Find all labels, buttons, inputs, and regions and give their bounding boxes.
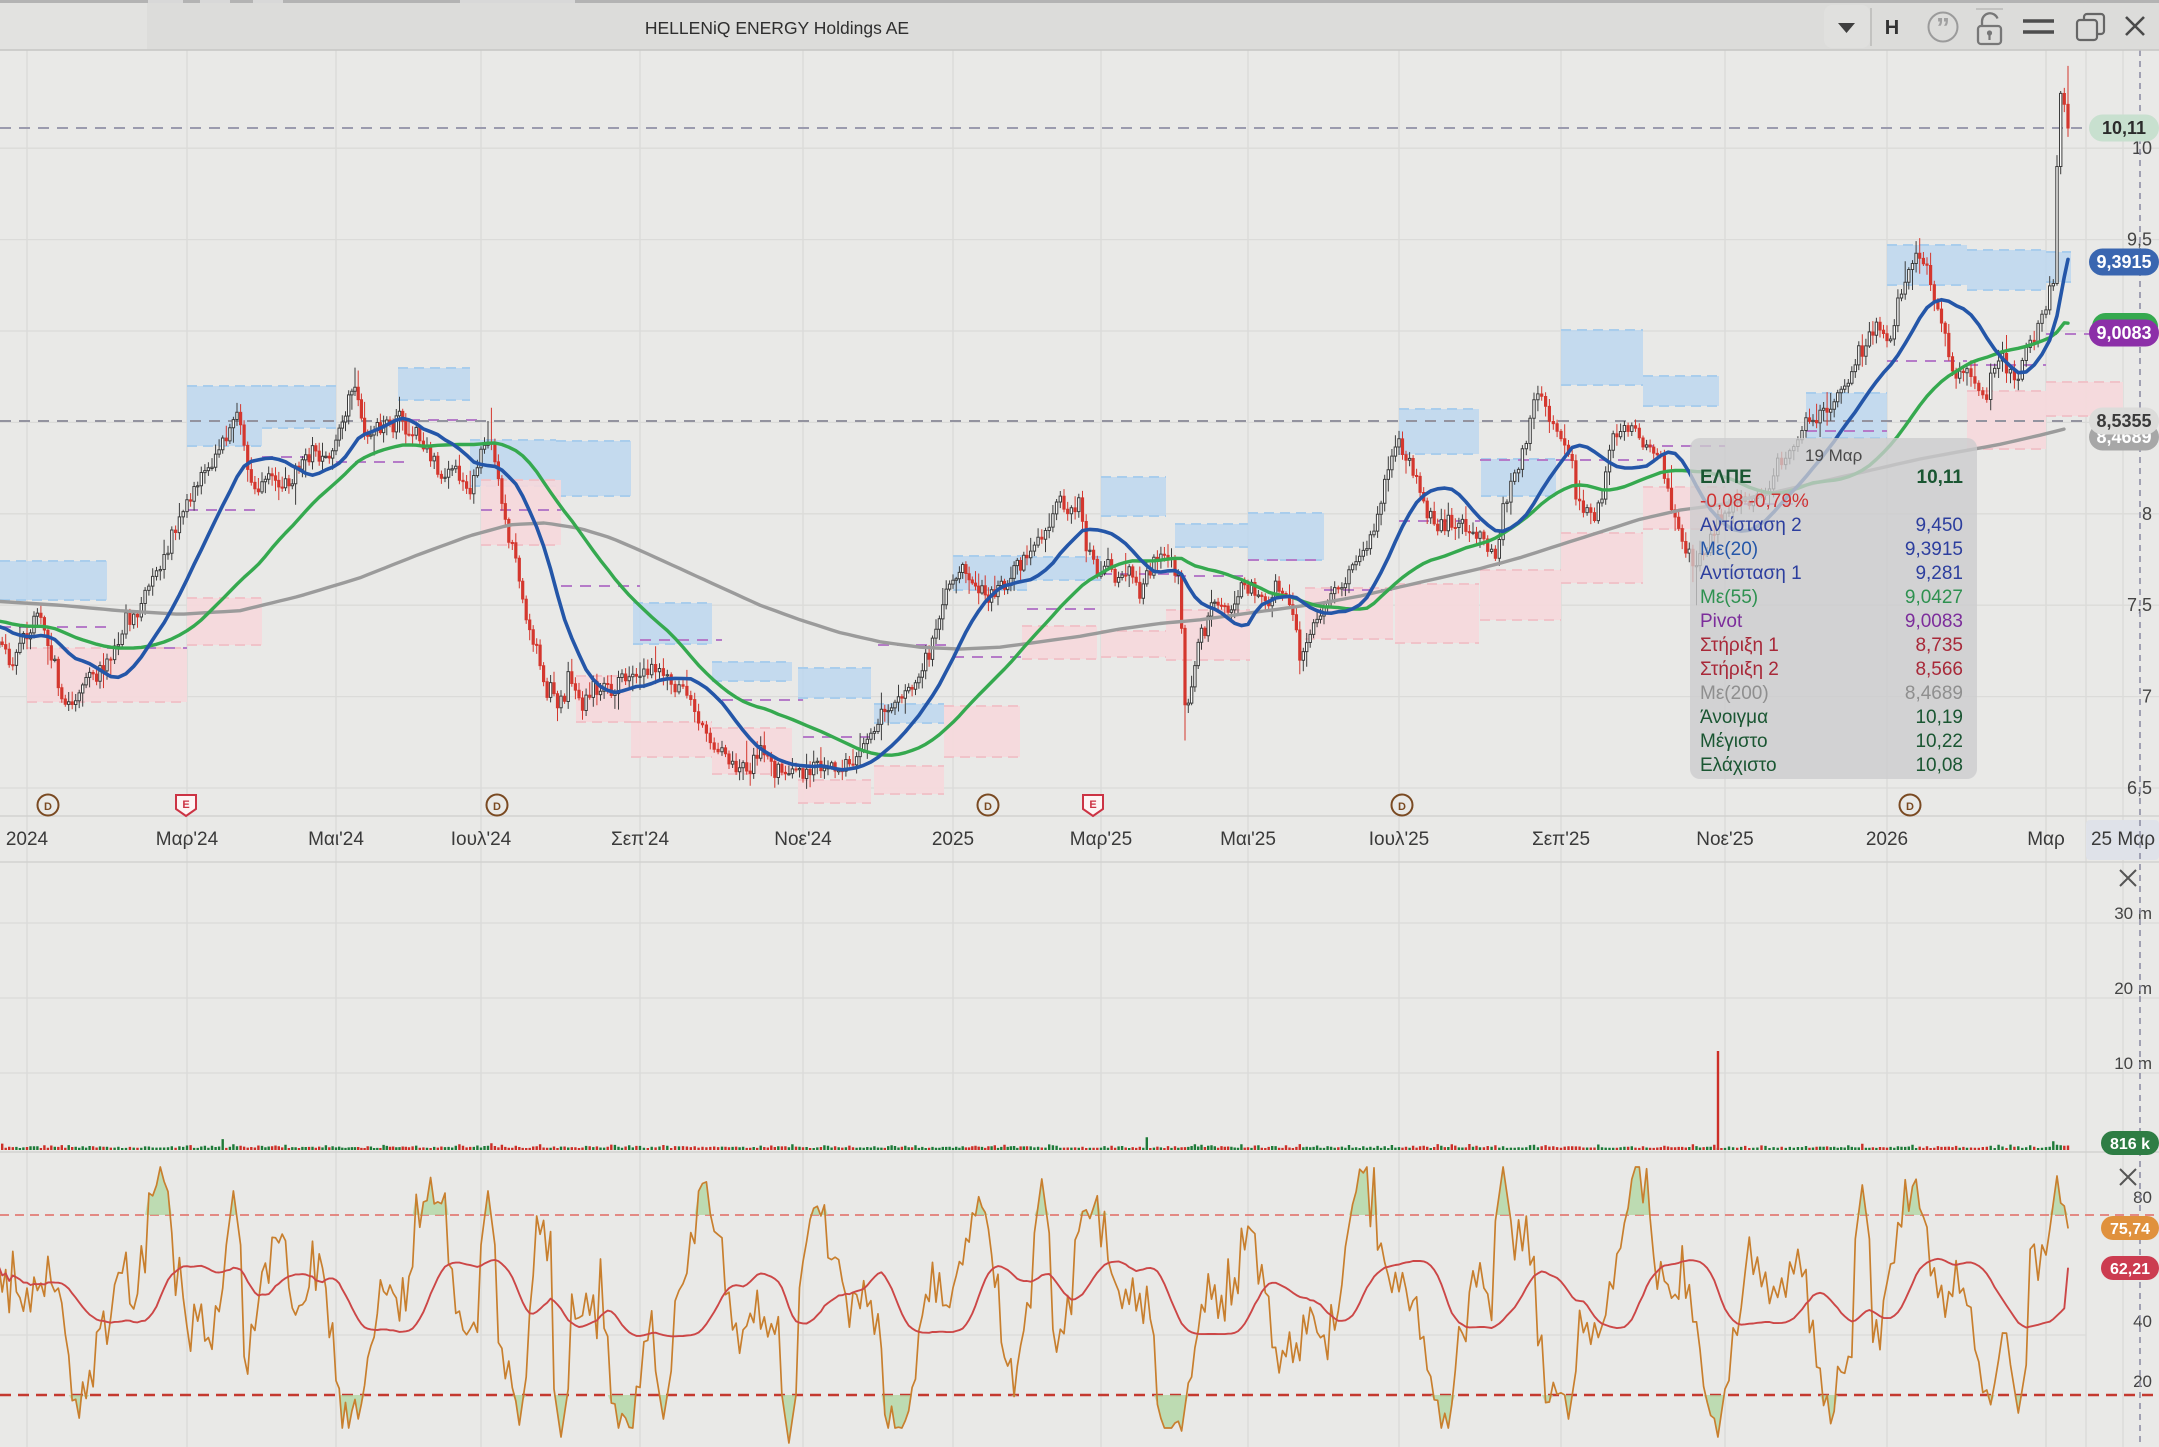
svg-text:Με(200): Με(200) bbox=[1700, 683, 1769, 704]
svg-text:62,21: 62,21 bbox=[2110, 1261, 2150, 1278]
svg-text:19 Μαρ: 19 Μαρ bbox=[1805, 446, 1862, 465]
svg-text:D: D bbox=[1906, 801, 1914, 813]
svg-text:”: ” bbox=[1936, 12, 1950, 43]
svg-text:Pivot: Pivot bbox=[1700, 611, 1743, 632]
svg-text:8,735: 8,735 bbox=[1915, 635, 1963, 656]
svg-text:Ελάχιστο: Ελάχιστο bbox=[1700, 755, 1777, 776]
svg-text:30 m: 30 m bbox=[2114, 904, 2152, 923]
svg-text:Μαρ'24: Μαρ'24 bbox=[156, 829, 219, 850]
svg-text:-0,08 -0,79%: -0,08 -0,79% bbox=[1700, 491, 1809, 512]
svg-text:816 k: 816 k bbox=[2110, 1136, 2150, 1153]
svg-text:10,22: 10,22 bbox=[1915, 731, 1963, 752]
svg-text:8,5355: 8,5355 bbox=[2096, 411, 2151, 431]
svg-text:80: 80 bbox=[2133, 1188, 2152, 1207]
svg-text:Με(55): Με(55) bbox=[1700, 587, 1758, 608]
svg-text:9,281: 9,281 bbox=[1915, 563, 1963, 584]
svg-text:40: 40 bbox=[2133, 1312, 2152, 1331]
svg-text:Μέγιστο: Μέγιστο bbox=[1700, 731, 1768, 752]
svg-text:7: 7 bbox=[2142, 687, 2152, 707]
svg-text:Σεπ'24: Σεπ'24 bbox=[611, 829, 670, 850]
svg-text:9,0083: 9,0083 bbox=[1905, 611, 1963, 632]
svg-text:10: 10 bbox=[2132, 138, 2152, 158]
svg-text:Άνοιγμα: Άνοιγμα bbox=[1700, 707, 1768, 728]
svg-text:Μαρ: Μαρ bbox=[2027, 829, 2065, 850]
svg-text:ΕΛΠΕ: ΕΛΠΕ bbox=[1700, 467, 1752, 488]
svg-text:Μαι'24: Μαι'24 bbox=[308, 829, 364, 850]
svg-text:D: D bbox=[44, 801, 52, 813]
svg-text:D: D bbox=[493, 801, 501, 813]
svg-text:10,11: 10,11 bbox=[1917, 467, 1964, 488]
svg-text:D: D bbox=[984, 801, 992, 813]
svg-text:8,4689: 8,4689 bbox=[1905, 683, 1963, 704]
svg-text:75,74: 75,74 bbox=[2110, 1221, 2150, 1238]
svg-text:10,08: 10,08 bbox=[1915, 755, 1963, 776]
svg-text:10,11: 10,11 bbox=[2102, 118, 2146, 138]
svg-text:Ιουλ'24: Ιουλ'24 bbox=[451, 829, 512, 850]
svg-text:H: H bbox=[1885, 17, 1899, 39]
svg-text:9,3915: 9,3915 bbox=[2096, 252, 2151, 272]
svg-text:Σεπ'25: Σεπ'25 bbox=[1532, 829, 1590, 850]
svg-text:E: E bbox=[1089, 799, 1096, 811]
svg-text:Μαρ'25: Μαρ'25 bbox=[1070, 829, 1132, 850]
svg-text:Στήριξη 2: Στήριξη 2 bbox=[1700, 659, 1779, 680]
svg-text:10,19: 10,19 bbox=[1915, 707, 1963, 728]
svg-text:9,3915: 9,3915 bbox=[1905, 539, 1963, 560]
svg-text:2026: 2026 bbox=[1866, 829, 1908, 850]
svg-text:D: D bbox=[1398, 801, 1406, 813]
svg-text:Νοε'24: Νοε'24 bbox=[774, 829, 832, 850]
svg-text:Αντίσταση 1: Αντίσταση 1 bbox=[1700, 563, 1802, 584]
svg-text:8,566: 8,566 bbox=[1915, 659, 1963, 680]
svg-text:HELLENiQ ENERGY Holdings AE: HELLENiQ ENERGY Holdings AE bbox=[645, 18, 909, 38]
svg-text:E: E bbox=[182, 799, 189, 811]
svg-text:9,0083: 9,0083 bbox=[2096, 323, 2151, 343]
svg-text:8: 8 bbox=[2142, 504, 2152, 524]
svg-text:Στήριξη 1: Στήριξη 1 bbox=[1700, 635, 1779, 656]
svg-text:Με(20): Με(20) bbox=[1700, 539, 1758, 560]
svg-text:9,450: 9,450 bbox=[1915, 515, 1963, 536]
svg-text:Αντίσταση 2: Αντίσταση 2 bbox=[1700, 515, 1802, 536]
svg-text:Ιουλ'25: Ιουλ'25 bbox=[1369, 829, 1430, 850]
svg-text:2024: 2024 bbox=[6, 829, 49, 850]
svg-text:Μαι'25: Μαι'25 bbox=[1220, 829, 1276, 850]
svg-text:10 m: 10 m bbox=[2114, 1054, 2152, 1073]
svg-text:25 Μαρ: 25 Μαρ bbox=[2091, 829, 2155, 850]
svg-text:9,0427: 9,0427 bbox=[1905, 587, 1963, 608]
svg-text:Νοε'25: Νοε'25 bbox=[1696, 829, 1754, 850]
svg-text:20 m: 20 m bbox=[2114, 979, 2152, 998]
svg-text:2025: 2025 bbox=[932, 829, 974, 850]
svg-text:20: 20 bbox=[2133, 1372, 2152, 1391]
